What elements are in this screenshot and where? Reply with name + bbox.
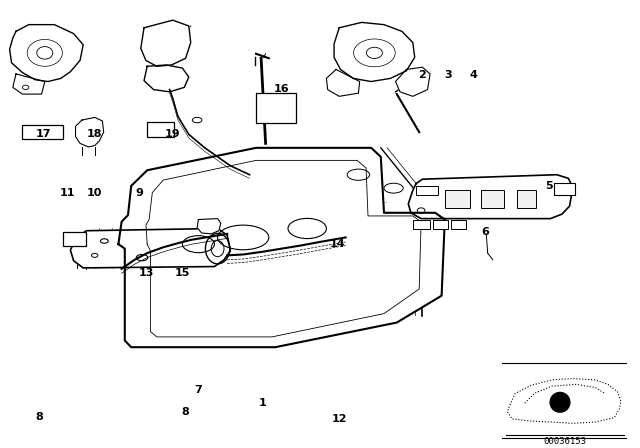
Polygon shape: [10, 25, 83, 82]
Text: 16: 16: [274, 84, 289, 94]
Bar: [413, 220, 430, 229]
Polygon shape: [70, 228, 230, 268]
Text: 2: 2: [419, 70, 426, 80]
Text: 10: 10: [87, 188, 102, 198]
Text: 12: 12: [332, 414, 347, 424]
Text: 6: 6: [481, 227, 489, 237]
Bar: [554, 183, 575, 195]
Text: 9: 9: [136, 188, 143, 198]
Polygon shape: [396, 67, 430, 96]
Text: 00036153: 00036153: [543, 437, 586, 446]
Polygon shape: [197, 219, 221, 234]
Polygon shape: [76, 117, 104, 147]
Text: 3: 3: [444, 70, 452, 80]
Text: 5: 5: [545, 181, 553, 191]
Text: 19: 19: [165, 129, 180, 138]
Text: 13: 13: [138, 268, 154, 278]
Polygon shape: [13, 74, 45, 94]
Bar: [63, 232, 86, 246]
Bar: [451, 220, 466, 229]
Text: 4: 4: [470, 70, 477, 80]
Polygon shape: [334, 22, 415, 82]
Text: 11: 11: [60, 188, 75, 198]
Text: 18: 18: [87, 129, 102, 138]
Polygon shape: [141, 20, 191, 66]
Polygon shape: [144, 65, 189, 92]
Circle shape: [550, 392, 570, 412]
Polygon shape: [118, 148, 445, 347]
Bar: [22, 125, 63, 139]
Polygon shape: [408, 175, 573, 219]
Bar: [481, 190, 504, 208]
Bar: [433, 220, 448, 229]
Text: 8: 8: [182, 407, 189, 417]
Text: 8: 8: [36, 412, 44, 422]
Text: 17: 17: [36, 129, 51, 138]
Text: 7: 7: [195, 385, 202, 395]
Bar: [416, 186, 438, 195]
Text: 15: 15: [175, 268, 190, 278]
Bar: [147, 122, 174, 137]
Bar: [445, 190, 470, 208]
Text: 1: 1: [259, 398, 266, 408]
Polygon shape: [326, 69, 360, 96]
Bar: [256, 93, 296, 123]
Bar: [517, 190, 536, 208]
Text: 14: 14: [330, 239, 346, 249]
